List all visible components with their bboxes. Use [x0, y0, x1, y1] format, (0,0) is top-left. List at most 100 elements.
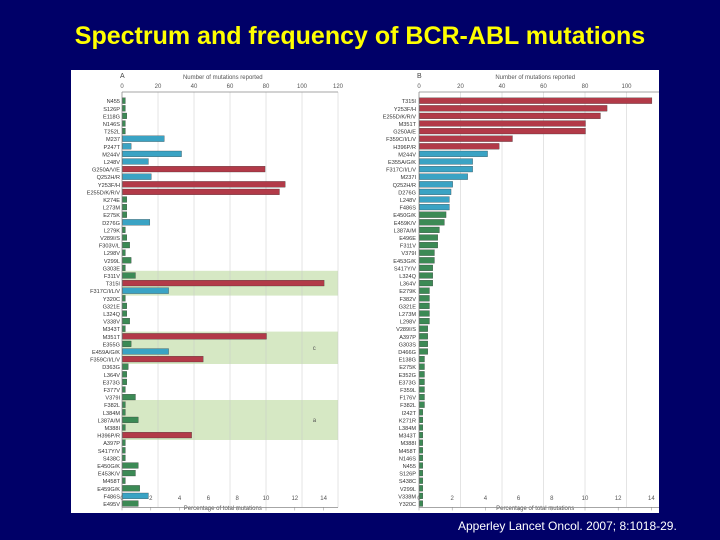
- category-label: M244V: [102, 152, 120, 158]
- category-label: V289I/S: [396, 327, 416, 333]
- category-label: F486S: [400, 206, 417, 212]
- bottom-tick-label: 4: [178, 496, 182, 502]
- bottom-tick-label: 12: [291, 496, 298, 502]
- bar: [122, 416, 139, 423]
- bar: [122, 363, 129, 370]
- bar: [419, 234, 438, 241]
- bar: [122, 196, 127, 203]
- category-label: D363G: [102, 365, 120, 371]
- category-label: E496E: [399, 236, 416, 242]
- bar: [419, 280, 433, 287]
- category-label: F359C/I/L/V: [386, 137, 416, 143]
- bar: [122, 500, 139, 507]
- category-label: S126P: [103, 107, 120, 113]
- bar: [419, 386, 425, 393]
- bar: [419, 485, 423, 492]
- category-label: E355G: [103, 342, 120, 348]
- category-label: F382V: [400, 297, 417, 303]
- category-label: L279K: [104, 228, 120, 234]
- category-label: E453G/K: [393, 259, 416, 265]
- bar: [419, 302, 430, 309]
- top-tick-label: 80: [263, 84, 270, 90]
- citation: Apperley Lancet Oncol. 2007; 8:1018-29.: [458, 519, 677, 533]
- bottom-tick-label: 2: [149, 496, 153, 502]
- category-label: T315I: [106, 282, 121, 288]
- bar: [419, 287, 430, 294]
- region-label: a: [313, 418, 317, 424]
- category-label: E373G: [399, 380, 416, 386]
- bar: [122, 302, 127, 309]
- bar: [419, 264, 433, 271]
- panel-label: B: [417, 73, 422, 80]
- category-label: G250A/V/E: [92, 168, 120, 174]
- bar: [122, 432, 192, 439]
- category-label: S438C: [399, 479, 416, 485]
- bar: [122, 166, 266, 173]
- category-label: V338M: [398, 494, 416, 500]
- category-label: Y253F/H: [394, 107, 416, 113]
- bar: [419, 97, 653, 104]
- top-tick-label: 20: [155, 84, 162, 90]
- bar: [419, 492, 423, 499]
- bar: [122, 310, 127, 317]
- bar: [419, 249, 435, 256]
- category-label: F486S: [104, 494, 121, 500]
- bar: [122, 173, 152, 180]
- category-label: E352G: [399, 373, 416, 379]
- category-label: E255D/K/R/V: [87, 190, 121, 196]
- bar: [122, 340, 132, 347]
- bottom-tick-label: 10: [263, 496, 270, 502]
- category-label: E138G: [399, 358, 416, 364]
- bar: [122, 295, 126, 302]
- region-label: c: [313, 346, 316, 352]
- category-label: Q252H/R: [97, 175, 120, 181]
- bar: [122, 378, 127, 385]
- bar: [419, 181, 453, 188]
- bottom-tick-label: 14: [320, 496, 327, 502]
- category-label: D466G: [398, 350, 416, 356]
- bar: [419, 211, 447, 218]
- category-label: K271R: [399, 418, 416, 424]
- category-label: N146S: [399, 456, 416, 462]
- category-label: F317C/I/L/V: [90, 289, 120, 295]
- bar: [122, 188, 280, 195]
- category-label: G303E: [103, 266, 121, 272]
- top-tick-label: 20: [457, 84, 464, 90]
- bar: [122, 318, 130, 325]
- category-label: L384M: [399, 426, 416, 432]
- bar: [122, 485, 140, 492]
- bar: [419, 500, 423, 507]
- bar: [122, 234, 127, 241]
- top-tick-label: 80: [582, 84, 589, 90]
- bar: [419, 112, 601, 119]
- category-label: K274E: [103, 198, 120, 204]
- category-label: E453K/V: [98, 472, 120, 478]
- top-axis-title: Number of mutations reported: [183, 75, 263, 81]
- category-label: M343T: [399, 434, 417, 440]
- bar: [122, 424, 126, 431]
- category-label: V289I/S: [100, 236, 120, 242]
- category-label: E355A/G/K: [388, 160, 416, 166]
- bar: [122, 181, 286, 188]
- bottom-tick-label: 2: [451, 496, 455, 502]
- category-label: F317C/I/L/V: [386, 168, 416, 174]
- bar: [122, 158, 149, 165]
- top-tick-label: 0: [417, 84, 421, 90]
- panel-label: A: [120, 73, 125, 80]
- category-label: E118G: [103, 114, 120, 120]
- bar: [122, 219, 151, 226]
- category-label: N455: [403, 464, 416, 470]
- bar: [122, 143, 132, 150]
- bar: [419, 196, 450, 203]
- bar: [122, 439, 126, 446]
- category-label: V299L: [104, 259, 120, 265]
- category-label: L298V: [104, 251, 120, 257]
- bottom-tick-label: 12: [615, 496, 622, 502]
- bar: [419, 128, 586, 135]
- bar: [122, 226, 126, 233]
- category-label: E279K: [399, 289, 416, 295]
- bottom-tick-label: 14: [648, 496, 655, 502]
- bar: [122, 287, 169, 294]
- category-label: F382L: [400, 403, 416, 409]
- bar: [122, 135, 165, 142]
